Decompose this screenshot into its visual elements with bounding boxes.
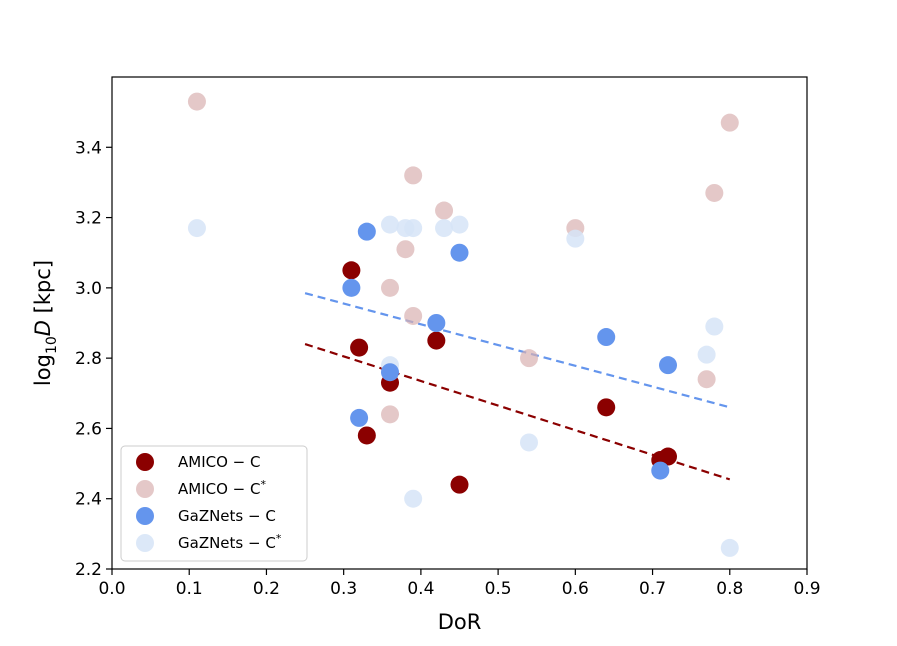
- x-tick-label: 0.6: [562, 579, 589, 599]
- data-point: [381, 278, 399, 297]
- legend-label: GaZNets − C: [178, 507, 276, 525]
- y-tick-label: 3.0: [75, 279, 102, 299]
- y-axis-label-unit: [kpc]: [31, 260, 55, 320]
- x-tick-label: 0.0: [98, 579, 125, 599]
- legend-label-name: AMICO − C: [178, 453, 261, 471]
- data-points: [187, 92, 739, 557]
- y-tick-label: 2.4: [75, 490, 102, 510]
- y-tick-label: 2.8: [75, 349, 102, 369]
- legend-marker: [136, 480, 154, 498]
- data-point: [187, 92, 206, 111]
- plot-frame: [111, 76, 808, 570]
- data-point: [450, 215, 469, 234]
- x-tick-label: 0.5: [485, 579, 512, 599]
- data-point: [357, 426, 376, 445]
- data-point: [357, 222, 376, 241]
- y-tick-label: 3.2: [75, 209, 102, 229]
- data-point: [720, 113, 739, 132]
- legend-marker: [136, 453, 154, 471]
- y-axis-label-variable: D: [31, 320, 55, 336]
- y-axis-ticks: 2.2 2.4 2.6 2.8 3.0 3.2 3.4: [75, 138, 112, 580]
- y-tick-label: 2.6: [75, 419, 102, 439]
- data-point: [651, 461, 670, 480]
- data-point: [404, 306, 423, 325]
- fit-line: [304, 292, 731, 409]
- data-point: [404, 489, 423, 508]
- data-point: [520, 349, 538, 368]
- x-tick-label: 0.3: [330, 579, 357, 599]
- data-point: [597, 328, 616, 347]
- y-axis-label-subscript: 10: [44, 336, 60, 354]
- legend-box: [120, 445, 308, 562]
- data-point: [720, 538, 739, 557]
- data-point: [566, 229, 585, 248]
- data-point: [381, 363, 399, 382]
- legend-label-name: AMICO − C: [178, 480, 261, 498]
- data-point: [342, 261, 361, 280]
- legend-label: AMICO − C: [178, 453, 261, 471]
- x-axis-ticks: 0.0 0.1 0.2 0.3 0.4 0.5 0.6 0.7 0.8 0.9: [98, 569, 821, 599]
- data-point: [381, 215, 399, 234]
- data-point: [659, 447, 677, 466]
- data-point: [427, 314, 446, 332]
- x-axis-label: DoR: [438, 610, 482, 634]
- legend-label-superscript: *: [276, 532, 282, 545]
- y-tick-label: 2.2: [75, 560, 102, 580]
- data-point: [381, 405, 399, 424]
- data-point: [435, 201, 454, 220]
- data-point: [427, 331, 446, 350]
- legend-marker: [136, 534, 154, 552]
- data-point: [705, 317, 724, 336]
- data-point: [659, 356, 677, 375]
- data-point: [450, 475, 469, 494]
- y-axis-label-prefix: log: [31, 354, 55, 386]
- legend-marker: [136, 507, 154, 525]
- data-point: [705, 183, 724, 202]
- data-point: [404, 166, 423, 185]
- data-point: [404, 219, 423, 238]
- data-point: [697, 345, 716, 364]
- data-point: [697, 370, 716, 389]
- data-point: [435, 219, 454, 238]
- data-point: [187, 219, 206, 238]
- legend-label: AMICO − C*: [178, 478, 267, 498]
- x-tick-label: 0.8: [716, 579, 743, 599]
- y-axis-label: log10D [kpc]: [31, 260, 60, 386]
- legend-label: GaZNets − C*: [178, 532, 282, 552]
- data-point: [342, 278, 361, 297]
- legend-label-name: GaZNets − C: [178, 534, 276, 552]
- data-point: [597, 398, 616, 417]
- data-point: [350, 408, 369, 427]
- x-tick-label: 0.9: [793, 579, 820, 599]
- data-point: [520, 433, 538, 452]
- legend-label-superscript: *: [261, 478, 267, 491]
- x-tick-label: 0.2: [253, 579, 280, 599]
- data-point: [396, 240, 415, 259]
- x-tick-label: 0.7: [639, 579, 666, 599]
- data-point: [350, 338, 369, 357]
- x-tick-label: 0.1: [176, 579, 203, 599]
- legend-label-name: GaZNets − C: [178, 507, 276, 525]
- data-point: [450, 243, 469, 262]
- x-tick-label: 0.4: [407, 579, 434, 599]
- y-tick-label: 3.4: [75, 138, 102, 158]
